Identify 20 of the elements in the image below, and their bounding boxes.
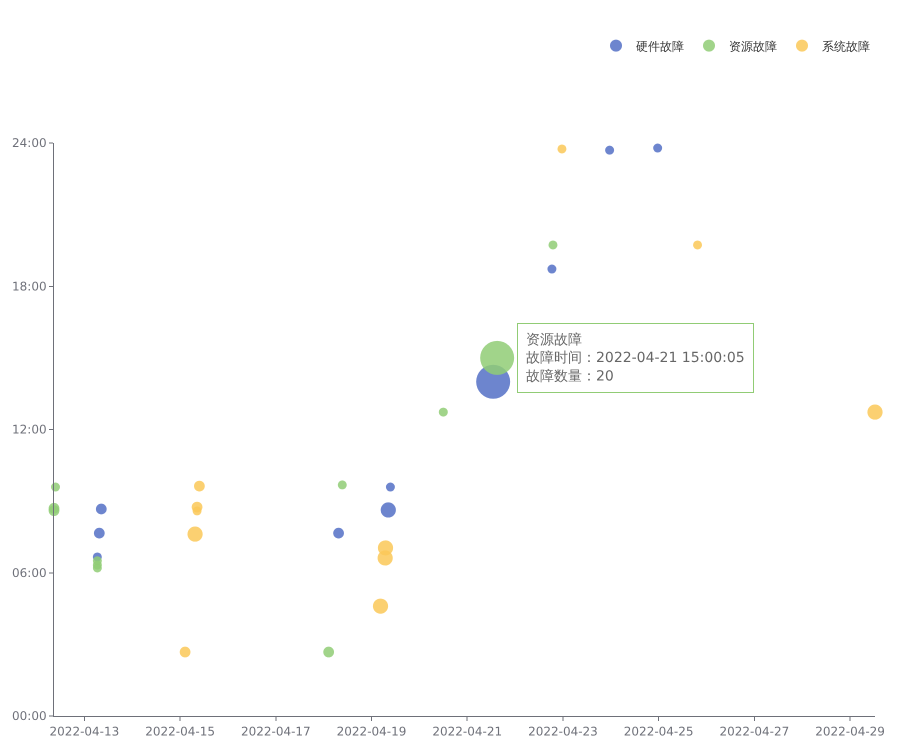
legend-label: 资源故障 bbox=[729, 39, 777, 54]
x-tick-label: 2022-04-27 bbox=[719, 724, 790, 738]
x-tick-label: 2022-04-29 bbox=[815, 724, 885, 738]
annotation: 故障数量：20 bbox=[526, 368, 614, 384]
y-tick-label: 00:00 bbox=[12, 709, 47, 724]
y-tick-label: 06:00 bbox=[12, 566, 47, 580]
y-tick-label: 24:00 bbox=[12, 136, 47, 150]
x-tick-label: 2022-04-25 bbox=[624, 724, 694, 738]
annotation: 故障时间：2022-04-21 15:00:05 bbox=[526, 350, 745, 366]
annotation: 资源故障 bbox=[526, 332, 582, 348]
legend-label: 硬件故障 bbox=[636, 39, 684, 54]
x-tick-label: 2022-04-15 bbox=[145, 724, 215, 738]
y-tick-label: 12:00 bbox=[12, 422, 47, 437]
y-tick-label: 18:00 bbox=[12, 279, 47, 294]
x-tick-label: 2022-04-19 bbox=[336, 724, 406, 738]
legend-label: 系统故障 bbox=[822, 39, 870, 54]
x-tick-label: 2022-04-13 bbox=[50, 724, 120, 738]
x-tick-label: 2022-04-23 bbox=[528, 724, 598, 738]
x-tick-label: 2022-04-17 bbox=[240, 724, 311, 738]
x-tick-label: 2022-04-21 bbox=[432, 724, 502, 738]
